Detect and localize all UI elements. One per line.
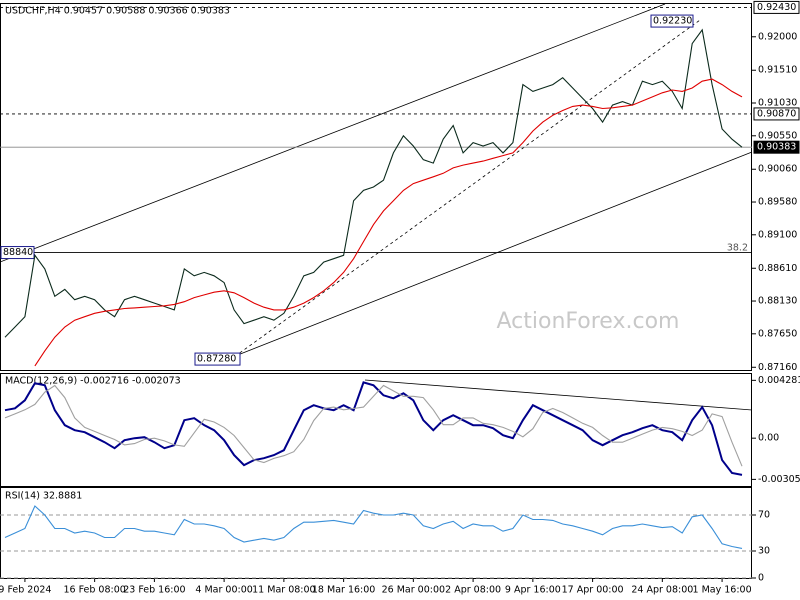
price-panel [0, 3, 752, 371]
chart-title: USDCHF,H4 0.90457 0.90588 0.90366 0.9038… [5, 6, 230, 17]
y-tick-label: 0.90550 [758, 130, 797, 141]
x-tick-label: 2 Apr 08:00 [445, 585, 501, 596]
y-tick-label: 0.00 [758, 433, 779, 444]
level-box [753, 107, 800, 121]
macd-trendline [364, 379, 753, 411]
series-line [4, 384, 743, 467]
y-tick-label: 0.91030 [758, 98, 797, 109]
fib-label: 38.2 [727, 243, 748, 254]
y-tick-label: 0.88130 [758, 296, 797, 307]
series-line [4, 28, 743, 338]
level-box [753, 0, 800, 14]
y-tick-label: 0.89100 [758, 229, 797, 240]
x-tick-label: 16 Feb 08:00 [63, 585, 125, 596]
macd-title: MACD(12,26,9) -0.002716 -0.002073 [5, 376, 181, 387]
series-line [34, 78, 743, 367]
y-tick-label: 0.92000 [758, 31, 797, 42]
x-tick-label: 18 Mar 16:00 [312, 585, 375, 596]
watermark: ActionForex.com [497, 309, 680, 334]
series-line [4, 505, 743, 549]
x-tick-label: 1 May 16:00 [693, 585, 752, 596]
annotation-box [194, 352, 241, 366]
y-tick-label: -0.00305 [758, 474, 800, 485]
rsi-panel [0, 487, 752, 579]
x-tick-label: 9 Apr 16:00 [505, 585, 561, 596]
rsi-title: RSI(14) 32.8881 [5, 491, 82, 502]
y-tick-label: 0.88610 [758, 263, 797, 274]
x-tick-label: 24 Apr 08:00 [631, 585, 693, 596]
x-tick-label: 17 Apr 00:00 [562, 585, 624, 596]
x-tick-label: 9 Feb 2024 [0, 585, 51, 596]
series-line [4, 381, 743, 476]
x-tick-label: 4 Mar 00:00 [195, 585, 252, 596]
y-tick-label: 30 [758, 546, 770, 557]
x-tick-label: 26 Mar 00:00 [382, 585, 445, 596]
annotation-box [0, 246, 35, 260]
level-box [753, 140, 800, 154]
y-tick-label: 0.004281 [758, 375, 800, 386]
level-label: 0.92430 [757, 2, 796, 13]
y-tick-label: 0.87160 [758, 362, 797, 373]
level-label: 0.90870 [757, 108, 796, 119]
macd-panel [0, 373, 752, 487]
channel-mid [229, 19, 701, 361]
annotation-label: 0.87280 [197, 354, 236, 365]
y-tick-label: 0.91510 [758, 65, 797, 76]
y-tick-label: 70 [758, 510, 770, 521]
channel-lower [219, 151, 753, 363]
y-tick-label: 0.90060 [758, 164, 797, 175]
y-tick-label: 0.89580 [758, 197, 797, 208]
annotation-box [650, 14, 694, 28]
y-tick-label: 0.87650 [758, 328, 797, 339]
annotation-label: 88840 [3, 247, 33, 258]
level-label: 0.90383 [757, 142, 796, 153]
channel-upper [0, 3, 666, 263]
y-tick-label: 0 [758, 573, 764, 584]
x-tick-label: 11 Mar 08:00 [252, 585, 315, 596]
x-tick-label: 23 Feb 16:00 [123, 585, 185, 596]
annotation-label: 0.92230 [653, 16, 692, 27]
